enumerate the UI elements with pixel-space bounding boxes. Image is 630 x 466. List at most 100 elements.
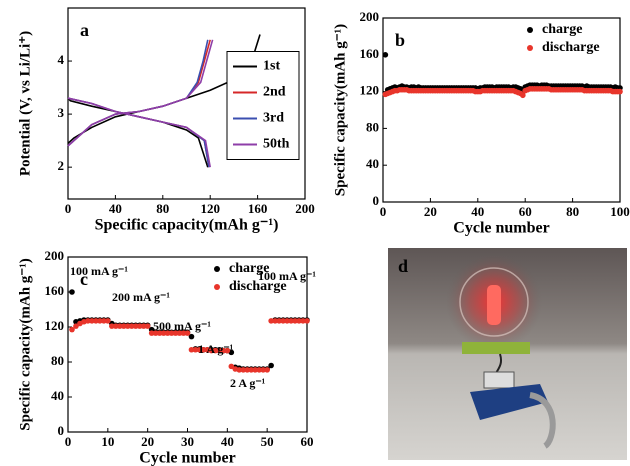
led xyxy=(487,285,501,325)
data-point xyxy=(93,318,99,324)
data-point xyxy=(73,323,79,329)
legend-label: 50th xyxy=(263,137,290,152)
data-point xyxy=(180,330,187,336)
legend-swatch xyxy=(527,45,533,51)
x-tick-label: 40 xyxy=(221,434,234,449)
data-point xyxy=(97,318,103,324)
legend-swatch xyxy=(214,284,220,290)
x-tick-label: 50 xyxy=(261,434,274,449)
data-point xyxy=(113,323,119,329)
data-point xyxy=(212,347,219,354)
data-point xyxy=(244,367,251,373)
y-tick-label: 0 xyxy=(373,193,380,208)
data-point xyxy=(148,330,155,336)
data-point xyxy=(382,52,389,58)
data-point xyxy=(101,318,107,324)
data-point xyxy=(192,346,199,353)
panel-label: c xyxy=(80,269,88,289)
data-point xyxy=(140,323,147,329)
y-tick-label: 40 xyxy=(51,388,64,403)
legend: charge discharge xyxy=(214,261,287,294)
legend: charge discharge xyxy=(527,22,600,55)
data-point xyxy=(144,323,151,329)
panel-label: b xyxy=(395,30,405,50)
data-point xyxy=(188,346,195,353)
annotation: 100 mA g⁻¹ xyxy=(258,269,316,283)
x-tick-label: 120 xyxy=(200,201,220,216)
y-tick-label: 120 xyxy=(360,83,380,98)
data-point xyxy=(176,330,183,336)
data-point xyxy=(156,330,163,336)
x-tick-label: 60 xyxy=(519,204,532,219)
data-point xyxy=(124,323,131,329)
legend-label: discharge xyxy=(542,40,600,55)
data-point xyxy=(216,347,223,354)
annotation: 1 A g⁻¹ xyxy=(198,342,234,356)
data-point xyxy=(224,347,231,354)
panel: 0 10 20 30 40 50 60 0 40 80 120 160 200 Cycle number S… xyxy=(17,248,316,466)
x-tick-label: 160 xyxy=(248,201,268,216)
data-point xyxy=(164,330,171,336)
series-line xyxy=(67,39,214,168)
data-point xyxy=(296,318,302,324)
plot-frame xyxy=(67,7,306,200)
data-point xyxy=(85,318,91,324)
data-point xyxy=(184,330,191,336)
data-point xyxy=(268,362,274,369)
data-point xyxy=(196,346,203,353)
data-point xyxy=(109,323,115,329)
plot-area xyxy=(382,52,623,99)
x-tick-label: 40 xyxy=(109,201,122,216)
y-axis-label: Specific capacity(mAh g⁻¹) xyxy=(332,24,348,196)
legend-label: 3rd xyxy=(263,111,284,126)
data-point xyxy=(69,289,75,295)
y-tick-label: 80 xyxy=(366,119,379,134)
legend-swatch xyxy=(214,266,220,272)
x-tick-label: 100 xyxy=(610,204,630,219)
data-point xyxy=(284,318,290,324)
battery-holder xyxy=(470,384,548,420)
board xyxy=(462,342,530,354)
data-point xyxy=(168,330,175,336)
legend: 1st 2nd 3rd 50th xyxy=(226,51,300,160)
data-point xyxy=(172,330,179,336)
data-point xyxy=(256,367,263,373)
panel-label: a xyxy=(80,20,89,40)
data-point xyxy=(160,330,167,336)
data-point xyxy=(200,346,207,353)
panel: 0 40 80 120 160 200 2 3 4 Specific capacity(mAh g… xyxy=(17,7,315,234)
data-point xyxy=(240,367,247,373)
data-point xyxy=(120,323,127,329)
x-tick-label: 20 xyxy=(141,434,154,449)
y-tick-label: 200 xyxy=(360,9,380,24)
data-point xyxy=(288,318,294,324)
data-point xyxy=(300,318,306,324)
data-point xyxy=(136,323,143,329)
annotation: 500 mA g⁻¹ xyxy=(153,319,211,333)
photo: d xyxy=(388,248,627,460)
data-point xyxy=(220,347,227,354)
y-tick-label: 160 xyxy=(360,46,380,61)
x-tick-label: 0 xyxy=(65,434,72,449)
legend-label: charge xyxy=(542,22,582,37)
data-point xyxy=(520,92,526,99)
y-tick-label: 40 xyxy=(366,156,379,171)
legend-label: 1st xyxy=(263,59,280,74)
data-point xyxy=(276,318,282,324)
data-point xyxy=(280,318,286,324)
x-tick-label: 40 xyxy=(471,204,484,219)
data-point xyxy=(252,367,259,373)
data-point xyxy=(304,318,310,324)
data-point xyxy=(272,318,278,324)
plot-frame xyxy=(382,17,621,203)
y-tick-label: 80 xyxy=(51,353,64,368)
y-tick-label: 200 xyxy=(45,248,65,263)
data-point xyxy=(248,367,255,373)
x-tick-label: 20 xyxy=(424,204,437,219)
data-point xyxy=(208,347,215,354)
x-tick-label: 80 xyxy=(156,201,169,216)
data-point xyxy=(116,323,123,329)
data-point xyxy=(264,367,270,373)
annotation: 100 mA g⁻¹ xyxy=(70,264,128,278)
